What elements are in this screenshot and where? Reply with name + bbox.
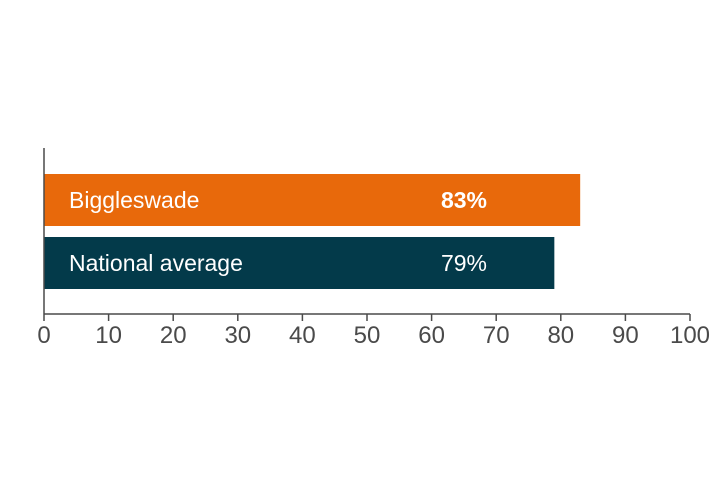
bar-label-biggleswade: Biggleswade: [69, 187, 199, 213]
x-tick-label-0: 0: [37, 322, 50, 349]
x-tick-label-60: 60: [418, 322, 445, 349]
bars-layer: Biggleswade 83% National average 79%: [44, 174, 581, 289]
x-tick-label-50: 50: [354, 322, 381, 349]
x-tick-label-30: 30: [224, 322, 251, 349]
x-tick-label-100: 100: [670, 322, 710, 349]
x-tick-label-90: 90: [612, 322, 639, 349]
value-label-biggleswade: 83%: [441, 187, 487, 213]
bar-biggleswade: [44, 174, 581, 226]
x-tick-label-70: 70: [483, 322, 510, 349]
value-label-national-average: 79%: [441, 250, 487, 276]
x-tick-label-40: 40: [289, 322, 316, 349]
x-axis: 0 10 20 30 40 50 60 70 80 90 100: [37, 148, 710, 349]
bar-label-national-average: National average: [69, 250, 243, 276]
x-tick-label-20: 20: [160, 322, 187, 349]
x-tick-label-80: 80: [547, 322, 574, 349]
bar-national-average: [44, 237, 555, 289]
x-tick-label-10: 10: [95, 322, 122, 349]
